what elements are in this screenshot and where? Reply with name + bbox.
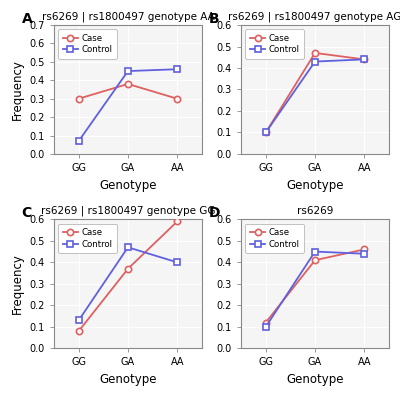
Line: Control: Control: [76, 244, 180, 324]
Legend: Case, Control: Case, Control: [246, 29, 304, 58]
Control: [76, 139, 81, 143]
Text: A: A: [22, 12, 32, 26]
Legend: Case, Control: Case, Control: [58, 29, 117, 58]
Case: [76, 96, 81, 101]
Case: [313, 50, 318, 55]
Title: rs6269 | rs1800497 genotype AA: rs6269 | rs1800497 genotype AA: [42, 12, 214, 22]
Line: Case: Case: [263, 50, 367, 136]
Case: [313, 258, 318, 262]
Case: [362, 57, 367, 62]
Case: [175, 96, 180, 101]
Control: [76, 318, 81, 323]
Case: [126, 266, 130, 271]
Control: [126, 69, 130, 73]
Case: [263, 320, 268, 325]
Line: Control: Control: [263, 56, 367, 136]
X-axis label: Genotype: Genotype: [286, 373, 344, 386]
Legend: Case, Control: Case, Control: [246, 224, 304, 253]
X-axis label: Genotype: Genotype: [286, 179, 344, 192]
Y-axis label: Frequency: Frequency: [11, 253, 24, 314]
Control: [362, 57, 367, 62]
Control: [126, 245, 130, 250]
Y-axis label: Frequency: Frequency: [11, 59, 24, 120]
Control: [263, 324, 268, 329]
Case: [175, 219, 180, 224]
Line: Control: Control: [263, 249, 367, 330]
Control: [175, 260, 180, 265]
Title: rs6269 | rs1800497 genotype AG: rs6269 | rs1800497 genotype AG: [228, 12, 400, 22]
Line: Case: Case: [76, 218, 180, 334]
X-axis label: Genotype: Genotype: [99, 179, 157, 192]
Control: [175, 67, 180, 71]
Case: [362, 247, 367, 252]
Legend: Case, Control: Case, Control: [58, 224, 117, 253]
Case: [76, 329, 81, 333]
Title: rs6269 | rs1800497 genotype GG: rs6269 | rs1800497 genotype GG: [41, 206, 215, 216]
Line: Case: Case: [263, 246, 367, 326]
Case: [126, 81, 130, 86]
Text: B: B: [209, 12, 219, 26]
Control: [313, 59, 318, 64]
Control: [362, 251, 367, 256]
Line: Control: Control: [76, 66, 180, 144]
Title: rs6269: rs6269: [297, 206, 333, 216]
Control: [263, 130, 268, 135]
X-axis label: Genotype: Genotype: [99, 373, 157, 386]
Case: [263, 130, 268, 135]
Control: [313, 249, 318, 254]
Text: D: D: [209, 206, 220, 220]
Text: C: C: [22, 206, 32, 220]
Line: Case: Case: [76, 81, 180, 102]
